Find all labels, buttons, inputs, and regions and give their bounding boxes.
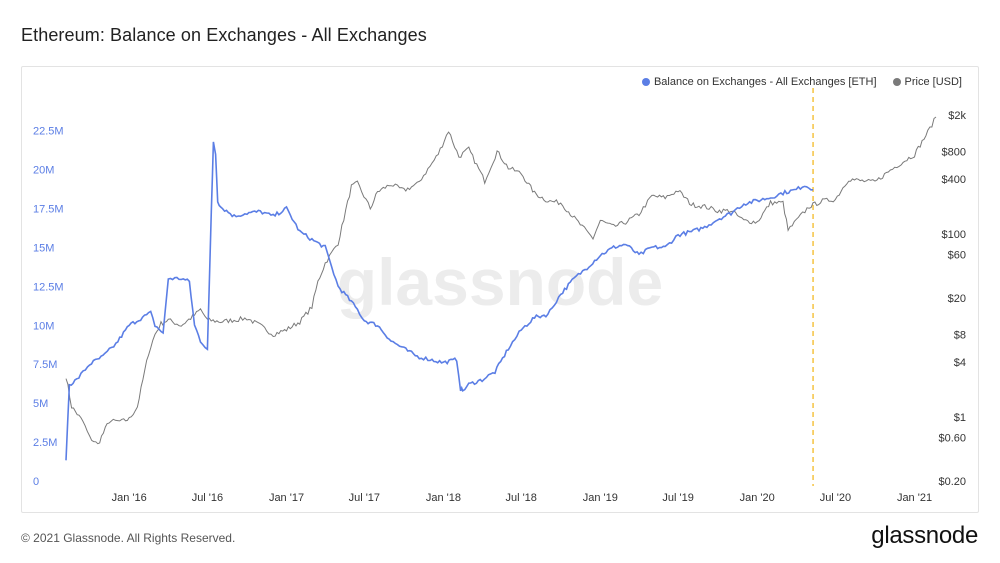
right-tick-label: $20 <box>948 293 966 305</box>
left-tick-label: 17.5M <box>33 203 64 215</box>
legend-item-balance[interactable]: Balance on Exchanges - All Exchanges [ET… <box>641 76 877 88</box>
legend-dot-balance <box>641 78 650 86</box>
x-tick-label: Jan '20 <box>740 492 775 504</box>
brand-logo[interactable]: glassnode <box>871 522 978 549</box>
left-tick-label: 5M <box>33 398 48 410</box>
watermark: glassnode <box>337 245 663 319</box>
series-balance-line <box>65 141 814 461</box>
x-tick-label: Jul '16 <box>192 492 223 504</box>
copyright-footer: © 2021 Glassnode. All Rights Reserved. <box>21 531 236 545</box>
page-title: Ethereum: Balance on Exchanges - All Exc… <box>21 25 427 45</box>
left-tick-label: 12.5M <box>33 281 64 293</box>
x-tick-label: Jan '16 <box>112 492 147 504</box>
legend-label-price: Price [USD] <box>904 76 962 88</box>
legend-label-balance: Balance on Exchanges - All Exchanges [ET… <box>653 76 877 88</box>
left-tick-label: 2.5M <box>33 437 57 449</box>
x-axis: Jan '16 Jul '16 Jan '17 Jul '17 Jan '18 Jul '… <box>112 492 932 504</box>
x-tick-label: Jul '17 <box>349 492 380 504</box>
right-tick-label: $8 <box>954 329 966 341</box>
chart-panel <box>21 66 979 513</box>
left-tick-label: 0 <box>33 476 39 488</box>
x-tick-label: Jan '17 <box>269 492 304 504</box>
legend-dot-price <box>892 78 901 86</box>
x-tick-label: Jan '19 <box>583 492 618 504</box>
left-axis: 0 2.5M 5M 7.5M 10M 12.5M 15M 17.5M 20M 22.5M <box>33 126 64 488</box>
right-tick-label: $4 <box>954 357 966 369</box>
left-tick-label: 20M <box>33 165 54 177</box>
right-tick-label: $800 <box>942 146 966 158</box>
right-tick-label: $0.20 <box>938 476 966 488</box>
x-tick-label: Jul '18 <box>505 492 536 504</box>
x-tick-label: Jul '19 <box>662 492 693 504</box>
chart-legend: Balance on Exchanges - All Exchanges [ET… <box>641 76 962 88</box>
right-tick-label: $60 <box>948 249 966 261</box>
right-axis: $0.20 $0.60 $1 $4 $8 $20 $60 $100 $400 $800 $2k <box>938 110 966 488</box>
right-tick-label: $2k <box>948 110 966 122</box>
x-tick-label: Jan '21 <box>897 492 932 504</box>
left-tick-label: 15M <box>33 242 54 254</box>
right-tick-label: $0.60 <box>938 432 966 444</box>
right-tick-label: $400 <box>942 174 966 186</box>
x-tick-label: Jan '18 <box>426 492 461 504</box>
right-tick-label: $100 <box>942 229 966 241</box>
x-tick-label: Jul '20 <box>820 492 851 504</box>
left-tick-label: 7.5M <box>33 359 57 371</box>
legend-item-price[interactable]: Price [USD] <box>892 76 962 88</box>
left-tick-label: 10M <box>33 320 54 332</box>
right-tick-label: $1 <box>954 412 966 424</box>
left-tick-label: 22.5M <box>33 126 64 138</box>
series-price-line <box>65 116 937 445</box>
